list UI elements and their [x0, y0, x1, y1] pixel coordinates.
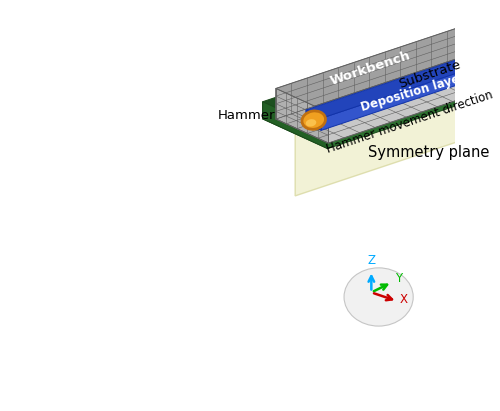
- Text: Y: Y: [395, 272, 402, 285]
- Text: Hammer: Hammer: [218, 109, 276, 122]
- Polygon shape: [306, 64, 498, 130]
- Polygon shape: [262, 42, 500, 149]
- Text: Hammer movement direction: Hammer movement direction: [324, 88, 494, 156]
- Polygon shape: [276, 88, 328, 143]
- Text: Deposition layer: Deposition layer: [360, 71, 467, 114]
- Polygon shape: [276, 46, 500, 143]
- Text: Substrate: Substrate: [396, 58, 462, 91]
- Ellipse shape: [302, 111, 326, 129]
- Polygon shape: [276, 16, 494, 119]
- Polygon shape: [262, 24, 496, 119]
- Polygon shape: [295, 6, 500, 196]
- Text: Symmetry plane: Symmetry plane: [368, 145, 490, 160]
- Ellipse shape: [344, 268, 413, 326]
- Text: Workbench: Workbench: [328, 49, 412, 88]
- Polygon shape: [306, 110, 322, 130]
- Polygon shape: [262, 102, 328, 149]
- Text: Z: Z: [368, 254, 376, 267]
- Text: X: X: [400, 293, 407, 306]
- Polygon shape: [306, 51, 484, 123]
- Ellipse shape: [306, 119, 316, 127]
